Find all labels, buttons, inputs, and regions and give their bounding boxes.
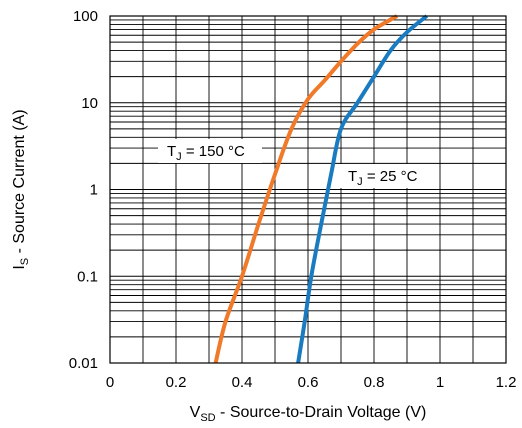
series-label-background [158, 139, 262, 163]
series-labels: TJ = 150 °CTJ = 25 °C [158, 139, 436, 188]
series-label-text: TJ = 150 °C [167, 143, 245, 163]
series-label-rest: = 150 °C [182, 143, 245, 160]
series-label-sub: J [357, 176, 363, 188]
y-tick-label: 1 [90, 182, 98, 199]
series-label-rest: = 25 °C [363, 168, 418, 185]
y-axis-label-main: I [11, 265, 28, 269]
x-axis-label: VSD - Source-to-Drain Voltage (V) [190, 404, 427, 424]
y-axis-label-rest: - Source Current (A) [11, 109, 28, 257]
y-tick-label: 0.01 [69, 355, 98, 372]
x-tick-label: 0.8 [364, 374, 385, 391]
y-axis-label: IS - Source Current (A) [11, 109, 31, 269]
x-tick-label: 0.2 [166, 374, 187, 391]
series-label-text: TJ = 25 °C [348, 168, 418, 188]
series-layer [213, 14, 429, 364]
tick-labels: 0 0.2 0.4 0.6 0.8 1 1.2 0.01 0.1 1 10 100 [69, 8, 517, 391]
y-tick-label: 100 [73, 8, 98, 25]
series-label-sub: J [176, 151, 182, 163]
series-label-main: T [167, 143, 176, 160]
x-axis-label-rest: - Source-to-Drain Voltage (V) [216, 404, 427, 421]
series-line-tj-150c [213, 14, 399, 364]
x-axis-label-sub: SD [200, 412, 215, 424]
x-tick-label: 1.2 [496, 374, 517, 391]
series-label-tj-150c: TJ = 150 °C [158, 139, 262, 163]
x-tick-label: 0.4 [232, 374, 253, 391]
x-tick-label: 0 [106, 374, 114, 391]
x-tick-label: 0.6 [298, 374, 319, 391]
series-label-main: T [348, 168, 357, 185]
series-label-tj-25c: TJ = 25 °C [340, 164, 436, 188]
y-axis-label-sub: S [19, 258, 31, 265]
series-label-background [340, 164, 436, 188]
x-axis-label-main: V [190, 404, 201, 421]
series-line-tj-25c [296, 14, 429, 364]
y-tick-label: 0.1 [77, 268, 98, 285]
plot-frame [109, 15, 507, 364]
y-tick-label: 10 [81, 95, 98, 112]
x-tick-label: 1 [436, 374, 444, 391]
